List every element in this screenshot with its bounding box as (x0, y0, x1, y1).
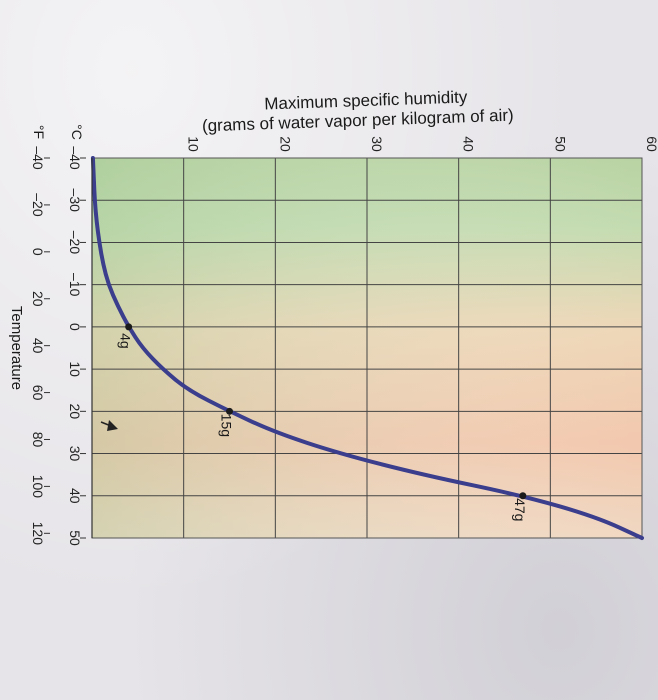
fahrenheit-tick-label: –20 (30, 193, 46, 217)
celsius-tick-label: –20 (67, 231, 83, 255)
data-point (125, 323, 133, 331)
fahrenheit-axis-ticks: –40 –20 0 20 40 60 80 100 120 (30, 146, 50, 545)
data-point-label: 47g (512, 498, 528, 521)
celsius-tick-label: 0 (67, 323, 83, 331)
humidity-tick-label: 40 (461, 136, 477, 152)
fahrenheit-tick-label: 0 (30, 248, 46, 256)
humidity-tick-label: 20 (277, 136, 293, 152)
fahrenheit-tick-label: 20 (30, 291, 46, 307)
celsius-tick-label: 30 (67, 446, 83, 462)
celsius-tick-label: –10 (67, 273, 83, 297)
data-point (519, 492, 527, 500)
arrow-icon (100, 420, 118, 431)
celsius-tick-label: 40 (67, 488, 83, 504)
humidity-tick-label: 10 (186, 136, 202, 152)
celsius-tick-label: –40 (67, 146, 83, 170)
celsius-axis-ticks: –40 –30 –20 –10 0 10 20 30 40 50 (67, 146, 86, 546)
data-point-label: 15g (219, 414, 235, 437)
celsius-tick-label: 20 (67, 404, 83, 420)
humidity-tick-label: 50 (552, 136, 568, 152)
humidity-curve (90, 156, 644, 540)
fahrenheit-tick-label: –40 (30, 146, 46, 170)
chart-subtitle: (grams of water vapor per kilogram of ai… (202, 106, 514, 136)
celsius-unit-label: °C (69, 124, 85, 140)
fahrenheit-tick-label: 60 (30, 385, 46, 401)
data-point (226, 407, 233, 415)
x-axis-label: Temperature (8, 306, 25, 390)
data-point-label: 4g (118, 333, 134, 349)
fahrenheit-unit-label: °F (31, 125, 47, 139)
celsius-tick-label: 10 (67, 361, 83, 377)
celsius-tick-label: –30 (67, 189, 83, 213)
celsius-tick-label: 50 (67, 530, 83, 546)
fahrenheit-tick-label: 80 (30, 432, 46, 448)
humidity-tick-label: 30 (369, 136, 385, 152)
fahrenheit-tick-label: 40 (30, 338, 46, 354)
fahrenheit-tick-label: 120 (30, 522, 46, 546)
fahrenheit-tick-label: 100 (30, 475, 46, 499)
data-points: 4g 15g 47g (118, 323, 528, 521)
humidity-axis-ticks: 10 20 30 40 50 60 (186, 136, 658, 152)
humidity-tick-label: 60 (644, 136, 658, 152)
